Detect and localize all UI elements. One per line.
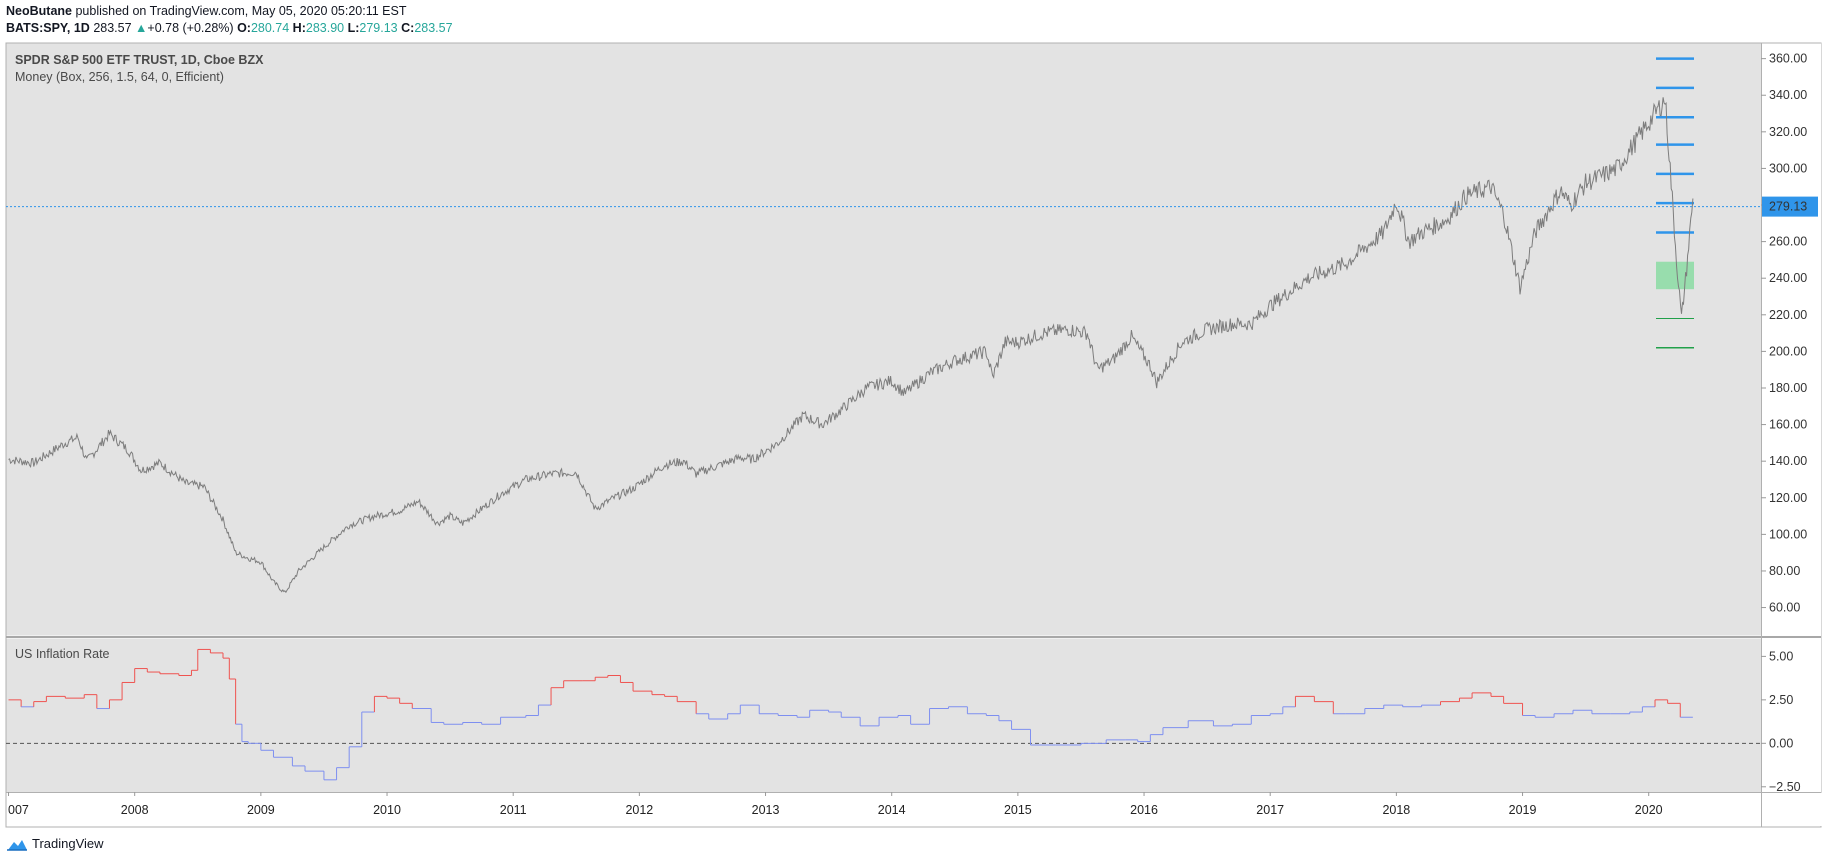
publisher-line: NeoButane published on TradingView.com, … [6, 4, 406, 18]
time-tick-label: 2008 [121, 803, 149, 817]
chart-canvas[interactable]: SPDR S&P 500 ETF TRUST, 1D, Cboe BZX Mon… [0, 0, 1828, 833]
price-tick-label: 60.00 [1769, 601, 1800, 615]
price-tick-label: 360.00 [1769, 52, 1807, 66]
price-tick-label: 200.00 [1769, 344, 1807, 358]
symbol-label: BATS:SPY, 1D [6, 21, 90, 35]
up-arrow-icon: ▲ [135, 21, 148, 35]
price-tick-label: 300.00 [1769, 161, 1807, 175]
tradingview-logo[interactable]: TradingView [6, 836, 104, 851]
time-tick-label: 2009 [247, 803, 275, 817]
price-tick-label: 180.00 [1769, 381, 1807, 395]
price-tick-label: 220.00 [1769, 308, 1807, 322]
tradingview-cloud-icon [7, 839, 27, 851]
open-value: 280.74 [250, 21, 290, 35]
indicator-legend[interactable]: Money (Box, 256, 1.5, 64, 0, Efficient) [15, 70, 224, 84]
money-box-zone [1656, 261, 1694, 290]
price-axis-area[interactable] [1762, 43, 1821, 793]
close-label: C: [401, 21, 415, 35]
time-tick-label: 2020 [1635, 803, 1663, 817]
price-tick-label: 260.00 [1769, 235, 1807, 249]
chart-title[interactable]: SPDR S&P 500 ETF TRUST, 1D, Cboe BZX [15, 53, 264, 67]
inflation-tick-label: 5.00 [1769, 649, 1793, 663]
price-tick-label: 340.00 [1769, 88, 1807, 102]
high-label: H: [292, 21, 306, 35]
price-series-line [8, 97, 1694, 594]
inflation-axis-ticks: 5.00 2.50 0.00 −2.50 [1761, 649, 1801, 794]
time-tick-label: 2013 [752, 803, 780, 817]
time-tick-label: 007 [8, 803, 29, 817]
time-tick-label: 2010 [373, 803, 401, 817]
inflation-legend[interactable]: US Inflation Rate [15, 647, 110, 661]
inflation-tick-label: −2.50 [1769, 780, 1801, 794]
price-tick-label: 80.00 [1769, 564, 1800, 578]
inflation-tick-label: 0.00 [1769, 736, 1793, 750]
time-tick-label: 2015 [1004, 803, 1032, 817]
price-tick-label: 100.00 [1769, 527, 1807, 541]
money-levels [1656, 57, 1694, 349]
price-tick-label: 240.00 [1769, 271, 1807, 285]
price-tick-label: 140.00 [1769, 454, 1807, 468]
price-tick-label: 320.00 [1769, 125, 1807, 139]
time-tick-label: 2018 [1382, 803, 1410, 817]
time-tick-label: 2011 [500, 803, 527, 817]
current-price-label-bg [1762, 196, 1818, 217]
low-value: 279.13 [359, 21, 398, 35]
price-tick-label: 160.00 [1769, 418, 1807, 432]
time-axis-area[interactable] [6, 793, 1822, 826]
time-axis-ticks: 007 2008 2009 2010 2011 2012 2013 2014 2015 2016 2… [8, 792, 1663, 817]
time-tick-label: 2017 [1256, 803, 1284, 817]
inflation-tick-label: 2.50 [1769, 693, 1793, 707]
author-name[interactable]: NeoButane [6, 4, 72, 18]
time-tick-label: 2016 [1130, 803, 1158, 817]
low-label: L: [347, 21, 360, 35]
last-price: 283.57 [93, 21, 132, 35]
open-label: O: [237, 21, 251, 35]
inflation-series-line [8, 648, 1693, 781]
high-value: 283.90 [305, 21, 345, 35]
ohlc-line: BATS:SPY, 1D 283.57 ▲+0.78 (+0.28%) O:28… [6, 21, 453, 35]
indicator-pane[interactable] [6, 638, 1762, 793]
current-price-label: 279.13 [1769, 200, 1807, 214]
time-tick-label: 2019 [1509, 803, 1537, 817]
money-box [1656, 261, 1694, 290]
price-change: +0.78 (+0.28%) [147, 21, 234, 35]
brand-label: TradingView [32, 836, 104, 851]
published-text: published on TradingView.com, May 05, 20… [75, 4, 407, 18]
time-tick-label: 2012 [625, 803, 653, 817]
price-tick-label: 120.00 [1769, 491, 1807, 505]
price-pane[interactable] [6, 43, 1762, 636]
close-value: 283.57 [414, 21, 453, 35]
time-tick-label: 2014 [878, 803, 906, 817]
